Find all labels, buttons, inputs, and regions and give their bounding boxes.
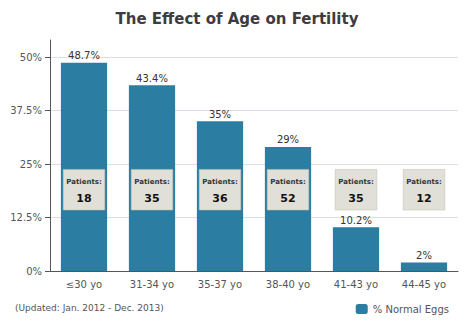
svg-text:38-40 yo: 38-40 yo [266, 279, 310, 290]
svg-text:43.4%: 43.4% [136, 73, 168, 84]
svg-text:29%: 29% [277, 134, 299, 145]
svg-text:35-37 yo: 35-37 yo [198, 279, 242, 290]
svg-text:Patients:: Patients: [338, 178, 374, 186]
svg-text:31-34 yo: 31-34 yo [130, 279, 174, 290]
svg-text:Patients:: Patients: [406, 178, 442, 186]
svg-text:0%: 0% [26, 266, 42, 277]
svg-text:25%: 25% [20, 159, 42, 170]
svg-text:36: 36 [212, 192, 228, 205]
svg-text:Patients:: Patients: [270, 178, 306, 186]
svg-text:12.5%: 12.5% [10, 212, 42, 223]
svg-text:12: 12 [416, 192, 431, 205]
svg-text:48.7%: 48.7% [68, 50, 100, 61]
svg-text:35: 35 [144, 192, 159, 205]
svg-text:18: 18 [76, 192, 91, 205]
svg-text:(Updated: Jan. 2012 - Dec. 201: (Updated: Jan. 2012 - Dec. 2013) [15, 303, 164, 313]
svg-text:35%: 35% [209, 109, 231, 120]
svg-text:41-43 yo: 41-43 yo [334, 279, 378, 290]
svg-text:Patients:: Patients: [202, 178, 238, 186]
svg-text:52: 52 [280, 192, 295, 205]
svg-text:44-45 yo: 44-45 yo [402, 279, 446, 290]
svg-text:50%: 50% [20, 52, 42, 63]
svg-text:Patients:: Patients: [66, 178, 102, 186]
svg-text:10.2%: 10.2% [340, 215, 372, 226]
svg-text:2%: 2% [416, 250, 432, 261]
svg-text:Patients:: Patients: [134, 178, 170, 186]
svg-text:% Normal Eggs: % Normal Eggs [373, 304, 449, 315]
svg-text:35: 35 [348, 192, 363, 205]
svg-text:The Effect of Age on Fertility: The Effect of Age on Fertility [116, 10, 359, 28]
svg-text:37.5%: 37.5% [10, 105, 42, 116]
svg-text:≤30 yo: ≤30 yo [66, 279, 102, 290]
